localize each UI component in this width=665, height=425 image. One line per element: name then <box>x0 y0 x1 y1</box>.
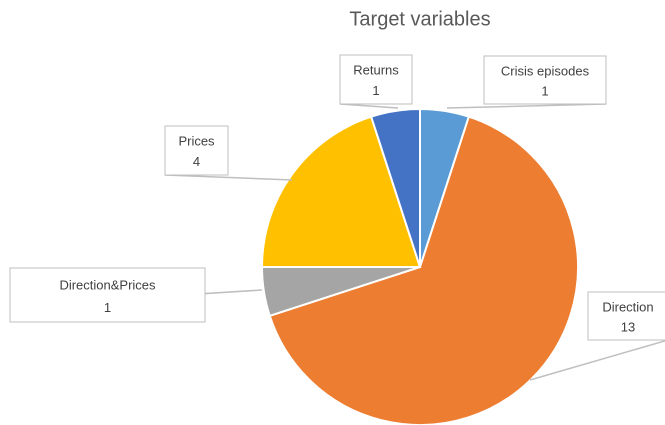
pie-slice <box>369 107 421 268</box>
category-label: Prices <box>178 134 215 149</box>
value-label: 1 <box>104 300 111 315</box>
leader-line <box>339 103 399 109</box>
label-box <box>339 54 413 105</box>
leader-line <box>529 340 665 381</box>
category-label: Direction&Prices <box>59 277 156 292</box>
value-label: 13 <box>621 319 635 334</box>
category-label: Returns <box>353 63 399 78</box>
value-label: 4 <box>193 154 200 169</box>
category-label: Direction <box>602 299 653 314</box>
label-box <box>164 125 229 176</box>
value-label: 1 <box>541 83 548 98</box>
pie-slice <box>260 115 422 268</box>
label-box <box>587 291 665 341</box>
chart-title: Target variables <box>349 8 490 30</box>
value-label: 1 <box>372 83 379 98</box>
label-box <box>9 267 206 323</box>
label-box <box>483 55 607 105</box>
leader-line <box>164 174 293 181</box>
category-label: Crisis episodes <box>501 63 590 78</box>
leader-line <box>446 103 607 109</box>
